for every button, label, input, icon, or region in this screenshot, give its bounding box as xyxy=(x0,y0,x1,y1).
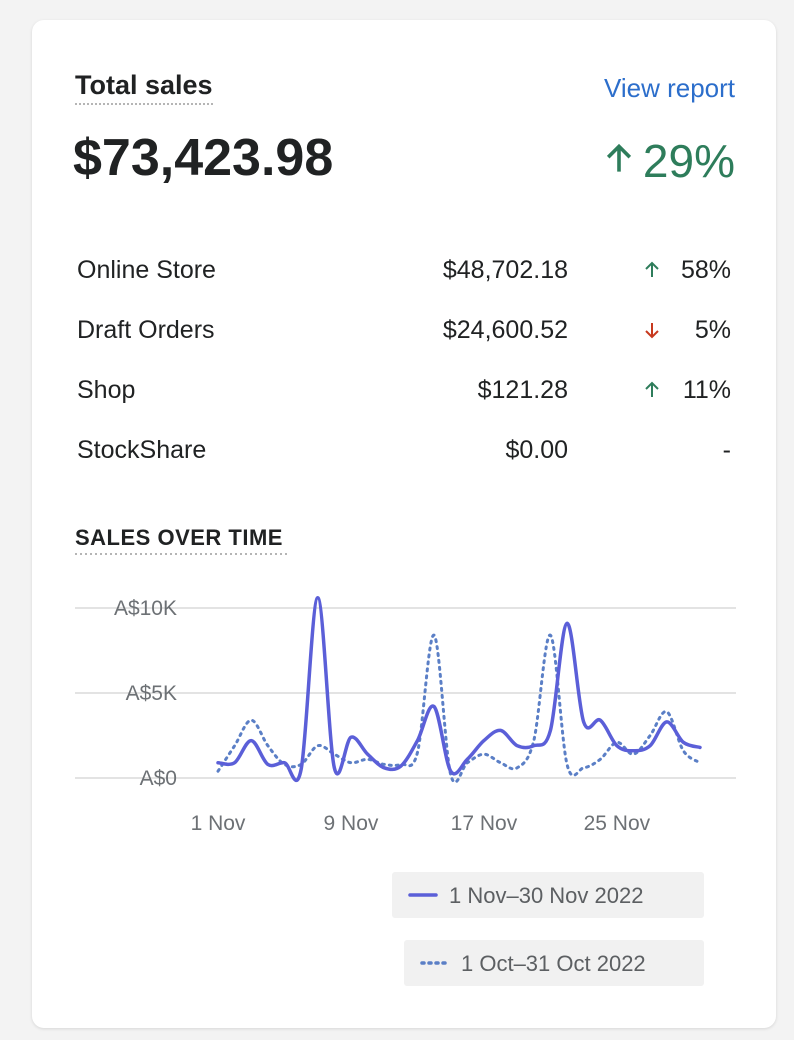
x-tick-label: 9 Nov xyxy=(324,812,379,835)
y-tick-label: A$5K xyxy=(126,682,177,705)
y-tick-label: A$0 xyxy=(140,767,177,790)
card-title: Total sales xyxy=(75,70,213,105)
x-tick-label: 17 Nov xyxy=(451,812,518,835)
legend-label: 1 Nov–30 Nov 2022 xyxy=(449,883,643,908)
legend-item xyxy=(392,872,704,918)
trend-arrow-icon xyxy=(645,261,659,277)
y-tick-label: A$10K xyxy=(114,597,177,620)
legend-label: 1 Oct–31 Oct 2022 xyxy=(461,951,646,976)
trend-arrow xyxy=(601,134,643,188)
channel-name: Online Store xyxy=(77,256,216,284)
x-tick-label: 1 Nov xyxy=(191,812,246,835)
trend-arrow xyxy=(642,260,668,285)
channel-change: 11% xyxy=(682,376,731,404)
trend-arrow-icon xyxy=(645,323,659,339)
channel-change: - xyxy=(722,436,731,464)
sales-line xyxy=(216,596,702,782)
channel-amount: $121.28 xyxy=(477,376,568,404)
change-percent: 29% xyxy=(642,135,735,187)
sales-card xyxy=(32,20,776,1028)
x-tick-label: 25 Nov xyxy=(584,812,651,835)
trend-arrow xyxy=(642,320,668,345)
view-report-link[interactable]: View report xyxy=(603,73,735,103)
legend-item xyxy=(404,940,704,986)
chart-title: SALES OVER TIME xyxy=(75,525,283,550)
total-change: 29% xyxy=(601,134,735,188)
channel-name: StockShare xyxy=(77,436,207,464)
channel-name: Shop xyxy=(77,376,136,404)
channel-change: 58% xyxy=(680,256,731,284)
comparison-line xyxy=(216,633,702,784)
trend-arrow-icon xyxy=(606,143,631,172)
channel-name: Draft Orders xyxy=(77,316,215,344)
channel-amount: $24,600.52 xyxy=(442,316,568,344)
total-amount: $73,423.98 xyxy=(73,129,334,187)
channel-change: 5% xyxy=(694,316,731,344)
trend-arrow-icon xyxy=(645,381,659,397)
channel-amount: $48,702.18 xyxy=(442,256,568,284)
trend-arrow xyxy=(642,380,668,405)
channel-amount: $0.00 xyxy=(505,436,568,464)
